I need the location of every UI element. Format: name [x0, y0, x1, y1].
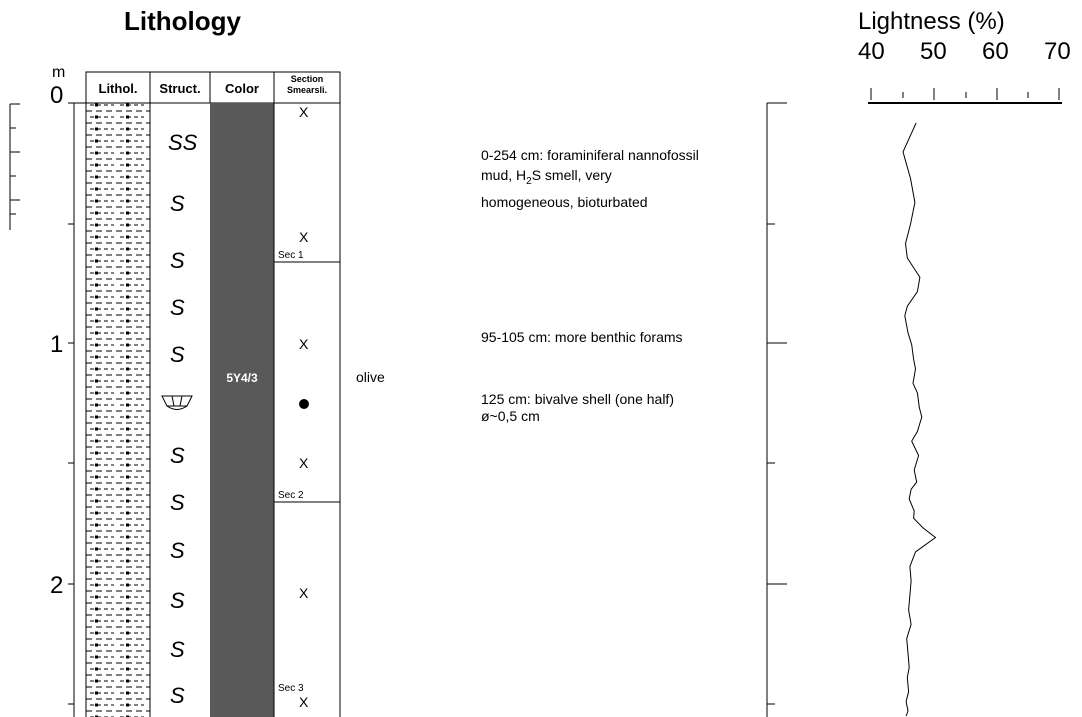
smear-slide-dot	[299, 399, 309, 409]
smear-marker: X	[299, 229, 309, 245]
header-section: Section	[290, 74, 324, 84]
description-1-line-1: 0-254 cm: foraminiferal nannofossil	[481, 147, 699, 163]
description-2: 95-105 cm: more benthic forams	[481, 329, 683, 345]
lightness-series-line	[902, 122, 937, 717]
color-name-label: olive	[356, 369, 385, 385]
smear-marker: X	[299, 694, 309, 710]
depth-label-1: 1	[50, 331, 64, 358]
structure-symbol: S	[170, 637, 185, 662]
structure-symbol: S	[170, 538, 185, 563]
description-1: 0-254 cm: foraminiferal nannofossil mud,…	[481, 145, 699, 212]
description-3: 125 cm: bivalve shell (one half) ø~0,5 c…	[481, 389, 674, 426]
section-label-2: Sec 2	[278, 490, 304, 501]
margin-scale	[9, 103, 20, 230]
depth-label-0: 0	[50, 82, 64, 109]
bivalve-shell-icon	[161, 395, 193, 410]
smear-marker: X	[299, 585, 309, 601]
column-header-frame	[85, 71, 341, 104]
depth-label-2: 2	[50, 572, 64, 599]
lightness-title: Lightness (%)	[858, 8, 1005, 35]
smear-marker: X	[299, 336, 309, 352]
description-3-line-1: 125 cm: bivalve shell (one half)	[481, 391, 674, 407]
structure-symbol: S	[170, 342, 185, 367]
section-label-3: Sec 3	[278, 683, 304, 694]
lithology-title: Lithology	[124, 6, 241, 36]
lightness-tick-label: 50	[920, 38, 947, 65]
structure-symbol: SS	[168, 130, 198, 155]
header-lithol: Lithol.	[98, 81, 138, 96]
description-3-line-2: ø~0,5 cm	[481, 408, 540, 424]
color-column	[210, 103, 274, 717]
structure-symbol: S	[170, 443, 185, 468]
structure-symbol: S	[170, 295, 185, 320]
depth-unit: m	[52, 64, 66, 81]
header-struct: Struct.	[159, 81, 201, 96]
color-code-label: 5Y4/3	[226, 371, 258, 385]
lithology-pattern-column	[86, 103, 150, 717]
smear-marker: X	[299, 104, 309, 120]
structure-symbol: S	[170, 683, 185, 708]
structure-symbol: S	[170, 248, 185, 273]
structure-symbol: S	[170, 191, 185, 216]
structure-symbol: S	[170, 490, 185, 515]
smear-marker: X	[299, 455, 309, 471]
description-1-line-3: homogeneous, bioturbated	[481, 193, 648, 210]
structure-symbol: S	[170, 588, 185, 613]
header-smearsli: Smearsli.	[286, 85, 328, 95]
lightness-tick-label: 60	[982, 38, 1009, 65]
header-color: Color	[225, 81, 259, 96]
description-1-line-2: mud, H2S smell, very	[481, 167, 612, 187]
lightness-tick-label: 70	[1044, 38, 1071, 65]
lightness-tick-label: 40	[858, 38, 885, 65]
section-label-1: Sec 1	[278, 250, 304, 261]
